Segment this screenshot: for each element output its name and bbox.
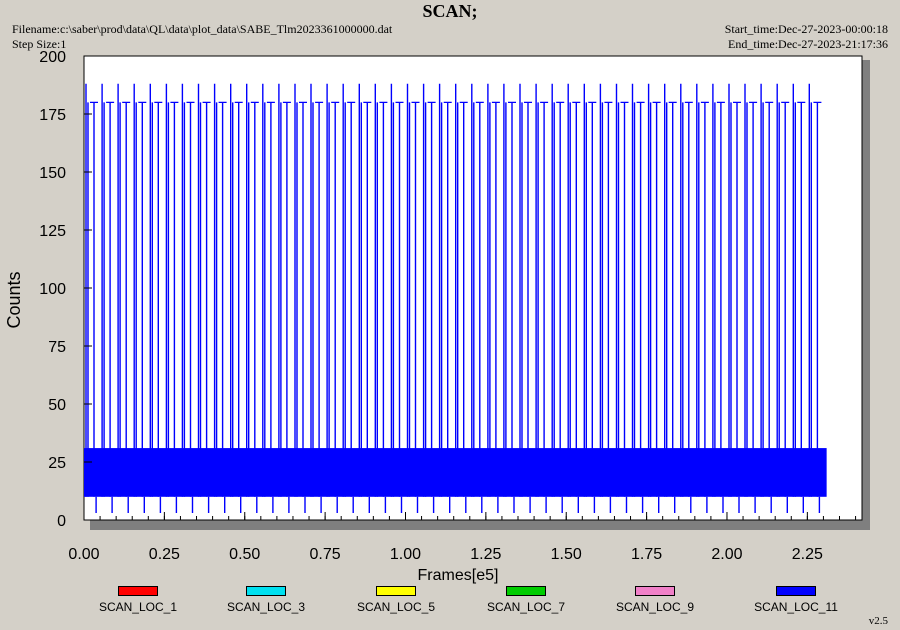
- legend-label: SCAN_LOC_9: [615, 600, 695, 614]
- axis-layer: 0 25 50 75 100 125 150 175 200 0.00 0.25 0.50 0.75 1.…: [39, 49, 857, 563]
- series-layer: [84, 83, 827, 513]
- legend-label: SCAN_LOC_11: [754, 600, 838, 614]
- y-tick-label: 100: [39, 281, 66, 298]
- legend-swatch: [776, 586, 816, 596]
- legend-item: SCAN_LOC_5: [336, 586, 456, 614]
- x-tick-label: 1.50: [551, 546, 582, 563]
- y-tick-label: 200: [39, 49, 66, 66]
- y-tick-label: 0: [57, 513, 66, 530]
- legend-swatch: [118, 586, 158, 596]
- x-tick-label: 0.50: [229, 546, 260, 563]
- legend-item: SCAN_LOC_9: [595, 586, 715, 614]
- plot-area: [83, 55, 863, 521]
- y-axis-label: Counts: [4, 271, 24, 328]
- legend-item: SCAN_LOC_3: [206, 586, 326, 614]
- legend-label: SCAN_LOC_5: [356, 600, 436, 614]
- series-spikes: [85, 83, 821, 513]
- x-tick-label: 2.25: [792, 546, 823, 563]
- x-tick-label: 0.00: [68, 546, 99, 563]
- x-tick-label: 0.25: [149, 546, 180, 563]
- y-tick-label: 175: [39, 107, 66, 124]
- y-tick-label: 125: [39, 223, 66, 240]
- legend-swatch: [506, 586, 546, 596]
- version-label: v2.5: [868, 615, 888, 627]
- legend-swatch: [246, 586, 286, 596]
- y-tick-label: 50: [48, 397, 66, 414]
- legend-item: SCAN_LOC_11: [736, 586, 856, 614]
- start-time-label: Start_time:Dec-27-2023-00:00:18: [724, 22, 888, 36]
- legend-swatch: [376, 586, 416, 596]
- legend-label: SCAN_LOC_3: [226, 600, 306, 614]
- end-time-label: End_time:Dec-27-2023-21:17:36: [728, 37, 888, 51]
- chart-title: SCAN;: [422, 1, 478, 21]
- y-tick-label: 150: [39, 165, 66, 182]
- legend-item: SCAN_LOC_7: [466, 586, 586, 614]
- x-tick-label: 0.75: [310, 546, 341, 563]
- filename-label: Filename:c:\saber\prod\data\QL\data\plot…: [12, 22, 393, 36]
- x-tick-label: 1.75: [631, 546, 662, 563]
- x-axis-label: Frames[e5]: [418, 567, 499, 584]
- step-size-label: Step Size:1: [12, 37, 67, 51]
- y-tick-label: 75: [48, 339, 66, 356]
- x-tick-label: 2.00: [711, 546, 742, 563]
- y-tick-label: 25: [48, 455, 66, 472]
- x-tick-label: 1.25: [470, 546, 501, 563]
- x-tick-label: 1.00: [390, 546, 421, 563]
- legend-label: SCAN_LOC_1: [98, 600, 178, 614]
- legend-swatch: [635, 586, 675, 596]
- legend-label: SCAN_LOC_7: [486, 600, 566, 614]
- legend-item: SCAN_LOC_1: [78, 586, 198, 614]
